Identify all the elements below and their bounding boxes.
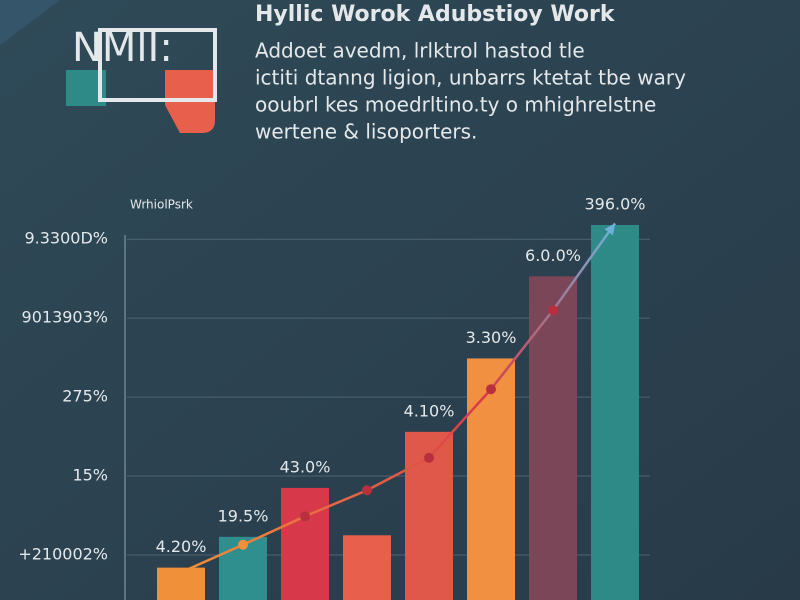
subtitle: ictiti dtanng ligion, unbarrs ktetat tbe… [255, 66, 686, 90]
chart-title: Hyllic Worok Adubstioy Work [255, 2, 616, 27]
arrow-head [604, 223, 615, 236]
bar [591, 225, 639, 600]
line-marker [424, 452, 434, 463]
data-label: 6.0.0% [525, 246, 581, 265]
subtitle: ooubrl kes moedrltino.ty o mhighrelstne [255, 93, 656, 117]
y-tick-label: 9.3300D% [24, 229, 108, 248]
line-marker [548, 305, 558, 316]
data-label: 4.20% [156, 537, 207, 556]
axis-label: WrhiolPsrk [130, 198, 193, 212]
subtitle: wertene & lisoporters. [255, 120, 477, 144]
line-marker [300, 511, 310, 522]
line-marker [486, 384, 496, 395]
y-tick-label: +210002% [18, 545, 108, 564]
data-label: 19.5% [218, 506, 269, 525]
logo-text: NMlI: [72, 25, 173, 71]
line-marker [362, 485, 372, 496]
y-tick-label: 15% [72, 466, 108, 485]
data-label: 43.0% [280, 457, 331, 476]
trend-line [180, 222, 617, 574]
corner-shape [0, 0, 60, 45]
data-label: 396.0% [584, 195, 645, 214]
subtitle: Addoet avedm, lrlktrol hastod tle [255, 39, 585, 63]
bar [157, 567, 205, 600]
bar [281, 487, 329, 600]
y-tick-label: 9013903% [22, 308, 108, 327]
y-tick-label: 275% [62, 387, 108, 406]
data-label: 3.30% [466, 328, 517, 347]
line-marker [238, 539, 248, 550]
data-label: 4.10% [404, 401, 455, 420]
bar [343, 535, 391, 600]
logo-frame [98, 28, 217, 102]
bar [467, 358, 515, 600]
bar [529, 276, 577, 600]
